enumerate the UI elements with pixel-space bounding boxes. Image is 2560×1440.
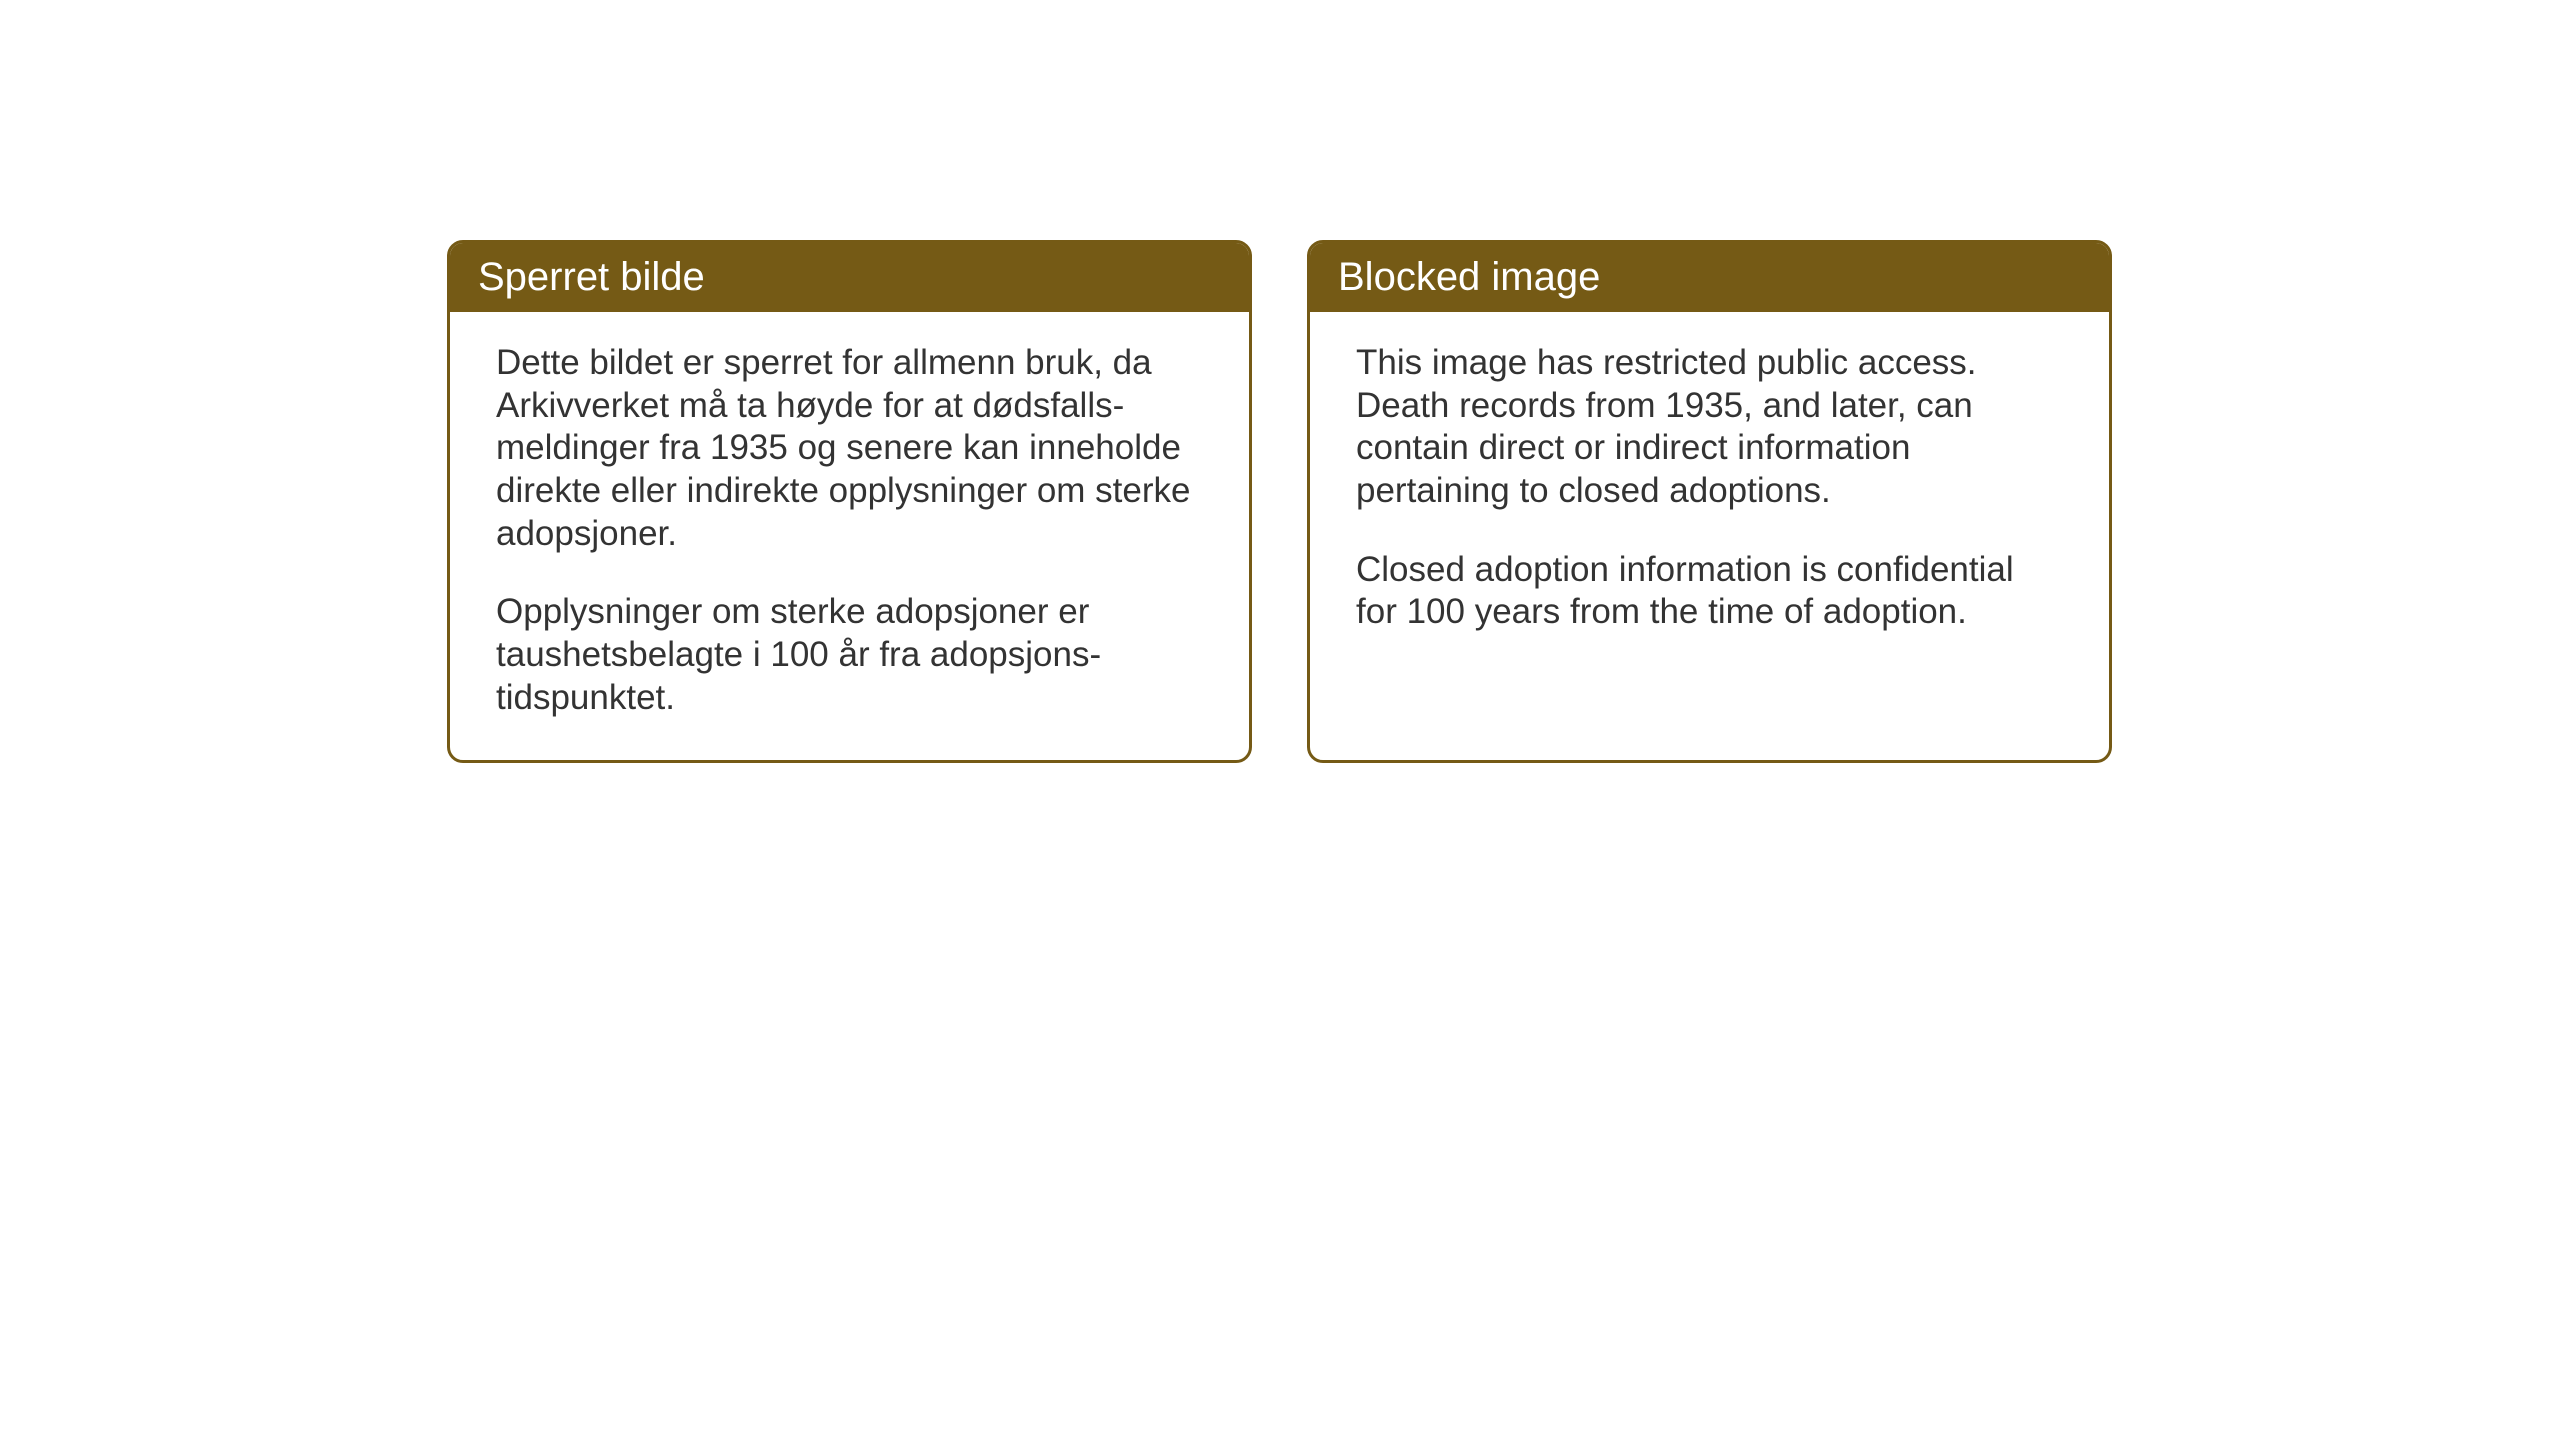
notice-container: Sperret bilde Dette bildet er sperret fo… [447,240,2112,763]
notice-body-english: This image has restricted public access.… [1310,312,2109,752]
notice-header-norwegian: Sperret bilde [450,243,1249,312]
notice-paragraph: Closed adoption information is confident… [1356,549,2063,634]
notice-box-norwegian: Sperret bilde Dette bildet er sperret fo… [447,240,1252,763]
notice-paragraph: Dette bildet er sperret for allmenn bruk… [496,342,1203,555]
notice-box-english: Blocked image This image has restricted … [1307,240,2112,763]
notice-title: Blocked image [1338,255,1600,299]
notice-body-norwegian: Dette bildet er sperret for allmenn bruk… [450,312,1249,760]
notice-paragraph: Opplysninger om sterke adopsjoner er tau… [496,591,1203,719]
notice-header-english: Blocked image [1310,243,2109,312]
notice-paragraph: This image has restricted public access.… [1356,342,2063,513]
notice-title: Sperret bilde [478,255,705,299]
